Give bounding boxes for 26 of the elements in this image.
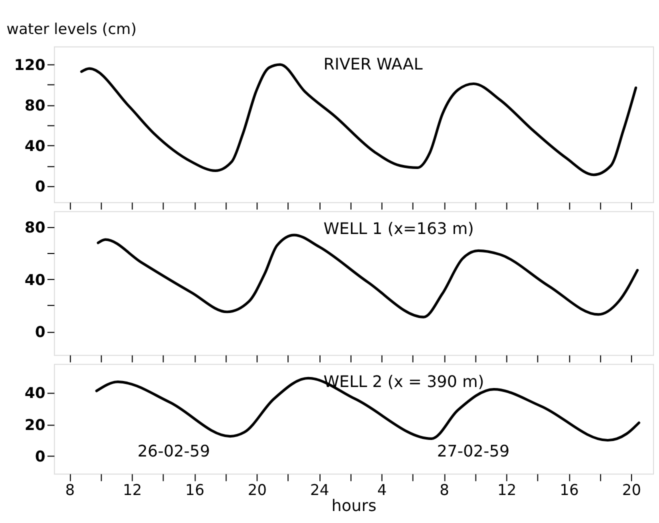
x-tick-label: 12 [497,481,516,500]
annotation: 26-02-59 [137,442,210,461]
y-tick-label: 40 [24,384,46,402]
x-tick-label: 24 [310,481,330,500]
annotation: 27-02-59 [437,442,510,461]
y-tick-label: 0 [35,177,46,196]
y-tick-label: 40 [24,270,46,289]
y-tick-label: 120 [14,56,46,74]
x-tick-label: 20 [622,481,642,500]
y-axis-title: water levels (cm) [6,20,137,38]
x-tick-label: 20 [248,481,267,500]
x-tick-label: 8 [440,481,450,500]
y-tick-label: 40 [24,136,46,155]
x-tick-label: 8 [65,481,75,500]
x-tick-label: 16 [560,481,579,500]
x-tick-label: 12 [122,481,142,500]
x-axis-title: hours [332,496,376,516]
y-tick-label: 0 [35,448,46,466]
y-tick-label: 20 [24,416,46,434]
x-tick-label: 16 [185,481,204,500]
y-tick-label: 0 [35,322,46,341]
x-tick-label: 4 [377,481,387,500]
text: RIVER WAAL [324,54,423,74]
text: WELL 1 (x=163 m) [324,219,474,238]
y-tick-label: 80 [24,218,46,237]
y-tick-label: 80 [24,96,46,114]
